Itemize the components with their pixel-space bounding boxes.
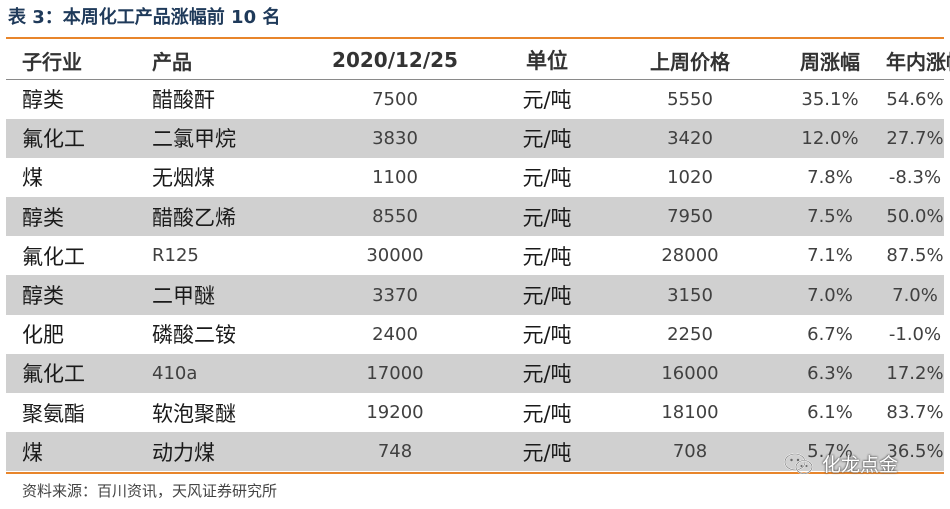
cell-price: 748 (302, 432, 488, 472)
cell-weekly-change: 7.0% (774, 275, 886, 315)
cell-price: 19200 (366, 402, 424, 424)
cell-ytd-change: 36.5% (886, 432, 944, 472)
cell-unit: 元/吨 (488, 118, 606, 158)
cell-ytd-change: 27.7% (886, 118, 944, 158)
source-note: 资料来源：百川资讯，天风证券研究所 (22, 482, 278, 500)
bottom-rule (6, 472, 944, 474)
cell-last-week-price: 3150 (606, 275, 774, 315)
cell-sub-industry: 氟化工 (22, 244, 85, 269)
header-ytd-change: 年内涨幅 (886, 41, 950, 80)
cell-sub-industry: 氟化工 (6, 353, 136, 393)
header-date: 2020/12/25 (302, 41, 488, 80)
cell-product: 醋酸乙烯 (136, 197, 302, 237)
watermark-text: 化龙点金 (822, 454, 899, 476)
cell-sub-industry: 氟化工 (6, 118, 136, 158)
table-row: 氟化工 410a 17000 元/吨 16000 6.3% 17.2% (6, 353, 944, 393)
cell-product: 二甲醚 (136, 275, 302, 315)
cell-product: 410a (136, 353, 302, 393)
wechat-icon (784, 452, 813, 474)
table-row: 氟化工 R125 30000 元/吨 28000 7.1% 87.5% (6, 236, 944, 275)
cell-last-week-price: 16000 (606, 353, 774, 393)
table-row: 煤 无烟煤 1100 元/吨 1020 7.8% -8.3% (6, 158, 944, 197)
cell-last-week-price: 7950 (606, 197, 774, 237)
cell-weekly-change: 6.1% (807, 402, 853, 424)
cell-weekly-change: 7.5% (774, 197, 886, 237)
cell-product: 磷酸二铵 (152, 323, 236, 348)
cell-product: 醋酸酐 (152, 88, 215, 113)
cell-ytd-change: 83.7% (886, 402, 944, 424)
cell-sub-industry: 化肥 (22, 323, 64, 348)
cell-unit: 元/吨 (522, 244, 572, 269)
cell-price: 17000 (302, 353, 488, 393)
cell-ytd-change: 17.2% (886, 353, 944, 393)
cell-last-week-price: 28000 (661, 245, 719, 267)
cell-ytd-change: 87.5% (886, 245, 944, 267)
table-row: 醇类 二甲醚 3370 元/吨 3150 7.0% 7.0% (6, 275, 944, 315)
top-rule (6, 37, 944, 39)
cell-sub-industry: 煤 (6, 432, 136, 472)
cell-last-week-price: 3420 (606, 118, 774, 158)
cell-sub-industry: 醇类 (6, 197, 136, 237)
cell-ytd-change: -1.0% (888, 323, 942, 345)
cell-unit: 元/吨 (488, 353, 606, 393)
table-row: 聚氨酯 软泡聚醚 19200 元/吨 18100 6.1% 83.7% (6, 393, 944, 432)
cell-price: 2400 (372, 323, 418, 345)
cell-last-week-price: 708 (606, 432, 774, 472)
cell-unit: 元/吨 (522, 323, 572, 348)
cell-weekly-change: 6.7% (807, 323, 853, 345)
header-sub-industry: 子行业 (6, 41, 136, 80)
table-row: 氟化工 二氯甲烷 3830 元/吨 3420 12.0% 27.7% (6, 118, 944, 158)
cell-last-week-price: 1020 (667, 166, 713, 188)
cell-unit: 元/吨 (522, 401, 572, 426)
cell-product: 动力煤 (136, 432, 302, 472)
cell-last-week-price: 2250 (667, 323, 713, 345)
cell-ytd-change: 50.0% (886, 197, 944, 237)
header-weekly-change: 周涨幅 (774, 41, 886, 80)
table-row: 醇类 醋酸乙烯 8550 元/吨 7950 7.5% 50.0% (6, 197, 944, 237)
cell-price: 1100 (372, 166, 418, 188)
cell-price: 3830 (302, 118, 488, 158)
cell-ytd-change: 54.6% (886, 88, 944, 110)
cell-product: R125 (152, 245, 199, 267)
cell-unit: 元/吨 (522, 166, 572, 191)
price-table: 子行业 产品 2020/12/25 单位 上周价格 周涨幅 年内涨幅 醇类 醋酸… (6, 41, 950, 472)
table-title: 表 3：本周化工产品涨幅前 10 名 (8, 7, 281, 28)
cell-price: 3370 (302, 275, 488, 315)
cell-ytd-change: -8.3% (888, 166, 942, 188)
cell-weekly-change: 7.8% (807, 166, 853, 188)
cell-price: 8550 (302, 197, 488, 237)
cell-weekly-change: 7.1% (807, 245, 853, 267)
header-product: 产品 (136, 41, 302, 80)
cell-last-week-price: 18100 (661, 402, 719, 424)
cell-sub-industry: 聚氨酯 (22, 401, 85, 426)
cell-price: 30000 (366, 245, 424, 267)
header-last-week-price: 上周价格 (606, 41, 774, 80)
cell-price: 7500 (372, 88, 418, 110)
cell-unit: 元/吨 (488, 432, 606, 472)
header-row: 子行业 产品 2020/12/25 单位 上周价格 周涨幅 年内涨幅 (6, 41, 950, 80)
cell-product: 无烟煤 (152, 166, 215, 191)
cell-weekly-change: 12.0% (774, 118, 886, 158)
cell-product: 软泡聚醚 (152, 401, 236, 426)
table-row: 化肥 磷酸二铵 2400 元/吨 2250 6.7% -1.0% (6, 315, 944, 354)
cell-weekly-change: 35.1% (801, 88, 859, 110)
watermark: 化龙点金 (784, 450, 898, 477)
cell-ytd-change: 7.0% (886, 275, 944, 315)
cell-product: 二氯甲烷 (136, 118, 302, 158)
cell-unit: 元/吨 (488, 197, 606, 237)
cell-sub-industry: 醇类 (6, 275, 136, 315)
cell-unit: 元/吨 (522, 88, 572, 113)
table-row: 煤 动力煤 748 元/吨 708 5.7% 36.5% (6, 432, 944, 472)
cell-weekly-change: 6.3% (774, 353, 886, 393)
table-row: 醇类 醋酸酐 7500 元/吨 5550 35.1% 54.6% (6, 80, 944, 119)
cell-sub-industry: 醇类 (22, 88, 64, 113)
cell-weekly-change: 5.7% (774, 432, 886, 472)
header-unit: 单位 (488, 41, 606, 80)
cell-last-week-price: 5550 (667, 88, 713, 110)
cell-sub-industry: 煤 (22, 166, 43, 191)
cell-unit: 元/吨 (488, 275, 606, 315)
